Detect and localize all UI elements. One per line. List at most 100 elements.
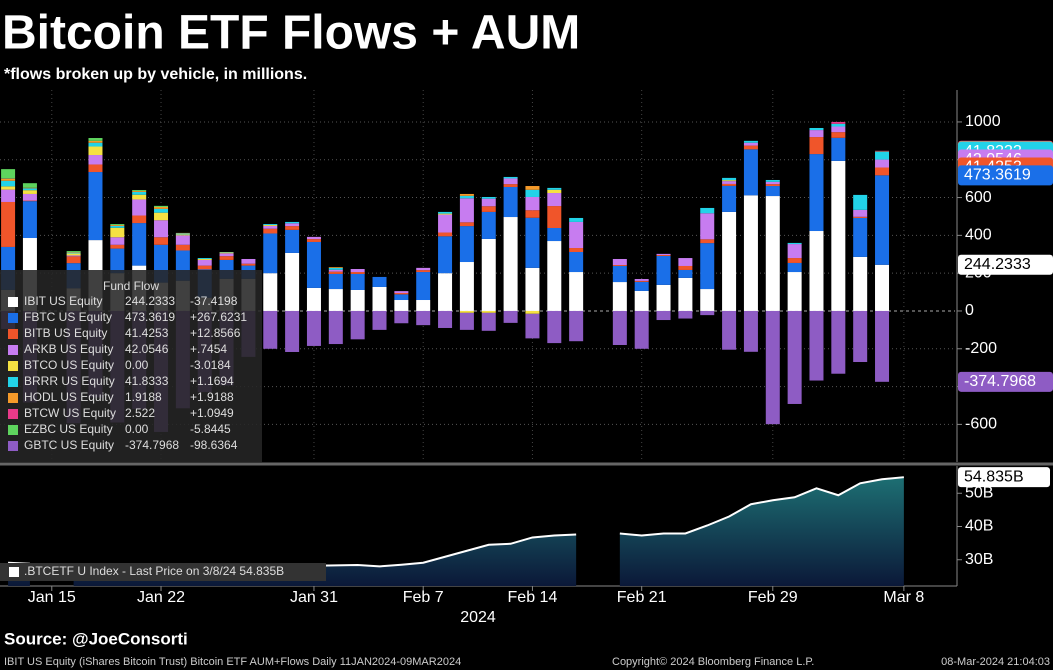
bar-segment	[306, 241, 321, 288]
bar-segment	[634, 280, 649, 282]
bar-segment	[263, 225, 278, 229]
bar-segment	[1, 186, 16, 190]
x-tick-label: Jan 31	[290, 589, 338, 606]
bar-segment	[700, 289, 715, 311]
legend-value: 41.4253	[125, 326, 169, 340]
bar-segment	[853, 194, 868, 210]
bar-segment	[197, 259, 212, 266]
bar-segment	[612, 310, 627, 345]
bar-segment	[328, 267, 343, 270]
bar-segment	[765, 181, 780, 185]
bar-segment	[1, 189, 16, 202]
bar-segment	[285, 229, 300, 253]
legend-swatch	[8, 409, 18, 419]
legend-swatch	[8, 361, 18, 371]
bar-segment	[853, 256, 868, 311]
value-tag-box	[958, 254, 1053, 275]
x-tick-label: Feb 7	[403, 589, 444, 606]
bar-segment	[219, 256, 234, 260]
bar-segment	[88, 172, 103, 241]
bar-segment	[88, 138, 103, 141]
y-tick-label: -200	[965, 340, 997, 357]
bar-segment	[219, 253, 234, 257]
bar-segment	[175, 234, 190, 236]
bar-segment	[503, 310, 518, 323]
bar-segment	[765, 179, 780, 182]
bar-segment	[350, 272, 365, 274]
bar-segment	[743, 145, 758, 150]
legend-name: BTCO US Equity	[24, 358, 114, 372]
bar-segment	[328, 267, 343, 268]
bar-segment	[831, 123, 846, 127]
bar-segment	[132, 190, 147, 192]
bar-segment	[328, 310, 343, 345]
bar-segment	[547, 189, 562, 194]
aum-swatch	[9, 567, 19, 577]
legend-change: +1.1694	[190, 374, 234, 388]
bar-segment	[110, 244, 125, 249]
bar-segment	[678, 265, 693, 270]
bar-segment	[831, 160, 846, 311]
legend-change: -3.0184	[190, 358, 231, 372]
y-tick-label: 400	[965, 227, 992, 244]
bar-segment	[809, 231, 824, 311]
bar-segment	[743, 142, 758, 146]
legend-value: 0.00	[125, 358, 149, 372]
bar-segment	[197, 258, 212, 259]
legend-swatch	[8, 345, 18, 355]
bar-segment	[350, 269, 365, 273]
value-tag: -374.7968	[964, 373, 1036, 390]
value-tag: 54.835B	[964, 468, 1024, 485]
bar-segment	[569, 221, 584, 249]
bar-segment	[612, 265, 627, 283]
bar-segment	[459, 195, 474, 199]
bar-segment	[132, 191, 147, 195]
chart-subtitle: *flows broken up by vehicle, in millions…	[4, 66, 307, 83]
bar-segment	[547, 310, 562, 344]
bar-segment	[459, 226, 474, 263]
bar-segment	[722, 185, 737, 212]
bar-segment	[438, 232, 453, 237]
legend-change: -5.8445	[190, 422, 231, 436]
bar-segment	[831, 126, 846, 133]
value-tag-box	[958, 467, 1050, 488]
bar-segment	[154, 208, 169, 213]
bar-segment	[241, 263, 256, 266]
bar-segment	[219, 252, 234, 254]
bar-segment	[700, 243, 715, 290]
bar-segment	[263, 224, 278, 225]
bar-segment	[88, 155, 103, 165]
bar-segment	[875, 167, 890, 176]
bar-segment	[416, 270, 431, 273]
bar-segment	[722, 181, 737, 184]
bar-segment	[372, 276, 387, 287]
legend: Fund Flow IBIT US Equity 244.2333 -37.4198…	[0, 270, 262, 462]
bar-segment	[525, 217, 540, 268]
legend-value: 42.0546	[125, 342, 169, 356]
bar-segment	[438, 211, 453, 214]
bar-segment	[328, 269, 343, 272]
bar-segment	[132, 189, 147, 191]
legend-value: 244.2333	[125, 294, 175, 308]
bar-segment	[66, 251, 81, 253]
bar-segment	[722, 211, 737, 311]
bar-segment	[1, 178, 16, 181]
bar-segment	[853, 217, 868, 257]
bar-segment	[197, 258, 212, 260]
bar-segment	[481, 211, 496, 239]
bar-segment	[525, 189, 540, 197]
y-tick-label: 0	[965, 302, 974, 319]
bar-segment	[263, 273, 278, 311]
value-tag-box	[958, 371, 1053, 392]
bar-segment	[678, 310, 693, 319]
bar-segment	[459, 312, 474, 330]
bar-segment	[22, 188, 37, 191]
bar-segment	[809, 127, 824, 131]
bar-segment	[722, 183, 737, 186]
bar-segment	[88, 164, 103, 173]
bar-segment	[110, 225, 125, 228]
legend-swatch	[8, 393, 18, 403]
legend-change: +267.6231	[190, 310, 247, 324]
bar-segment	[634, 310, 649, 349]
bar-segment	[765, 310, 780, 425]
